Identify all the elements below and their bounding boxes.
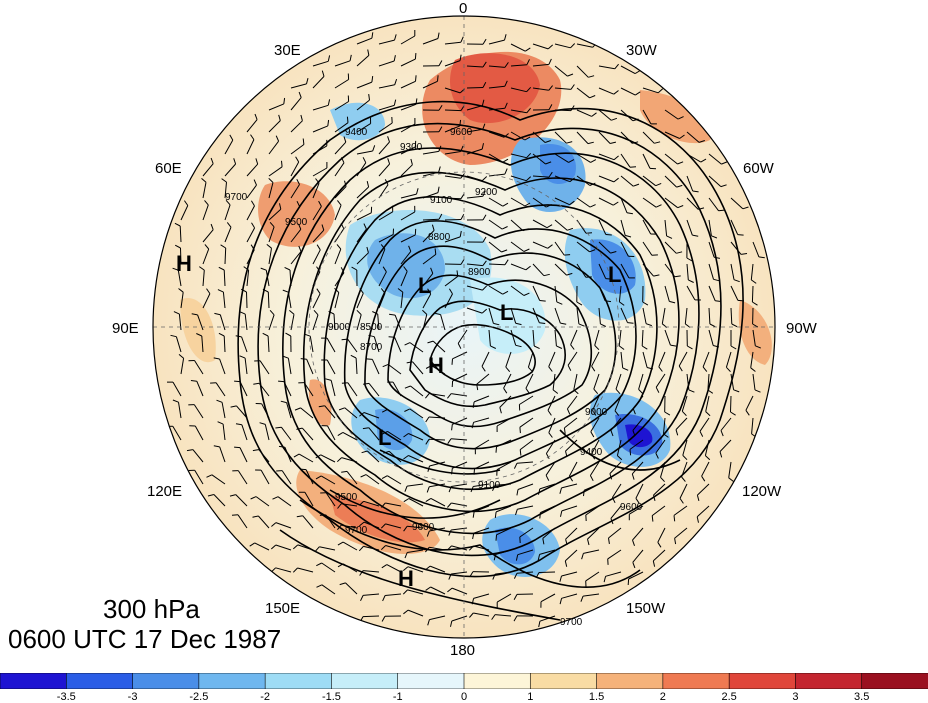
contour-label: 9000 [585, 407, 608, 418]
colorbar-tick-label: -2 [260, 691, 270, 703]
colorbar-tick-label: -2.5 [189, 691, 208, 703]
lon-label-30e: 30E [274, 43, 301, 58]
colorbar-swatch [66, 673, 133, 689]
contour-label: 9000 [328, 322, 351, 333]
colorbar-swatch [729, 673, 796, 689]
colorbar-swatch [199, 673, 266, 689]
colorbar-tick-label: 3.5 [854, 691, 869, 703]
contour-label: 8700 [360, 342, 383, 353]
colorbar-swatch [663, 673, 730, 689]
contour-label: 9700 [560, 617, 583, 628]
lon-label-120w: 120W [742, 484, 781, 499]
lon-label-60w: 60W [743, 161, 774, 176]
contour-label: 9600 [412, 522, 435, 533]
contour-label: 8500 [360, 322, 383, 333]
contour-label: 9100 [478, 480, 501, 491]
contour-label: 9500 [285, 217, 308, 228]
contour-label: 9600 [620, 502, 643, 513]
lon-label-0: 0 [459, 1, 467, 16]
colorbar-tick-label: 1.5 [589, 691, 604, 703]
lon-label-90e: 90E [112, 321, 139, 336]
high-center-marker: H [428, 353, 444, 378]
colorbar-tick-label: 2 [660, 691, 666, 703]
lon-label-150e: 150E [265, 601, 300, 616]
contour-label: 9100 [430, 195, 453, 206]
contour-label: 9400 [580, 447, 603, 458]
contour-label: 8900 [468, 267, 491, 278]
colorbar-tick-label: -1.5 [322, 691, 341, 703]
colorbar-swatch [0, 673, 67, 689]
colorbar-tick-label: -3 [128, 691, 138, 703]
lon-label-60e: 60E [155, 161, 182, 176]
colorbar-tick-label: -1 [393, 691, 403, 703]
colorbar-swatch [795, 673, 862, 689]
colorbar-tick-label: 3 [792, 691, 798, 703]
lon-label-150w: 150W [626, 601, 665, 616]
colorbar [0, 673, 928, 689]
colorbar-tick-label: 1 [527, 691, 533, 703]
lon-label-180: 180 [450, 643, 475, 658]
lon-label-30w: 30W [626, 43, 657, 58]
contour-label: 9700 [225, 192, 248, 203]
lon-label-120e: 120E [147, 484, 182, 499]
colorbar-tick-label: 0 [461, 691, 467, 703]
contour-label: 8800 [428, 232, 451, 243]
valid-time-title: 0600 UTC 17 Dec 1987 [8, 626, 281, 652]
colorbar-swatch [331, 673, 398, 689]
colorbar-swatch [464, 673, 531, 689]
low-center-marker: L [378, 425, 391, 450]
high-center-marker: H [398, 566, 414, 591]
contour-label: 9200 [475, 187, 498, 198]
contour-label: 9300 [400, 142, 423, 153]
high-center-marker: H [176, 251, 192, 276]
colorbar-swatch [862, 673, 928, 689]
contour-label: 9600 [450, 127, 473, 138]
low-center-marker: L [500, 300, 513, 325]
pressure-level-title: 300 hPa [103, 596, 200, 622]
low-center-marker: L [418, 273, 431, 298]
colorbar-swatch [133, 673, 200, 689]
contour-label: 9500 [335, 492, 358, 503]
colorbar-swatch [398, 673, 465, 689]
colorbar-tick-label: -3.5 [57, 691, 76, 703]
colorbar-swatch [265, 673, 332, 689]
contour-label: 9700 [345, 525, 368, 536]
colorbar-swatch [597, 673, 664, 689]
colorbar-swatch [530, 673, 597, 689]
lon-label-90w: 90W [786, 321, 817, 336]
colorbar-tick-label: 2.5 [721, 691, 736, 703]
low-center-marker: L [608, 262, 621, 287]
contour-label: 9400 [345, 127, 368, 138]
